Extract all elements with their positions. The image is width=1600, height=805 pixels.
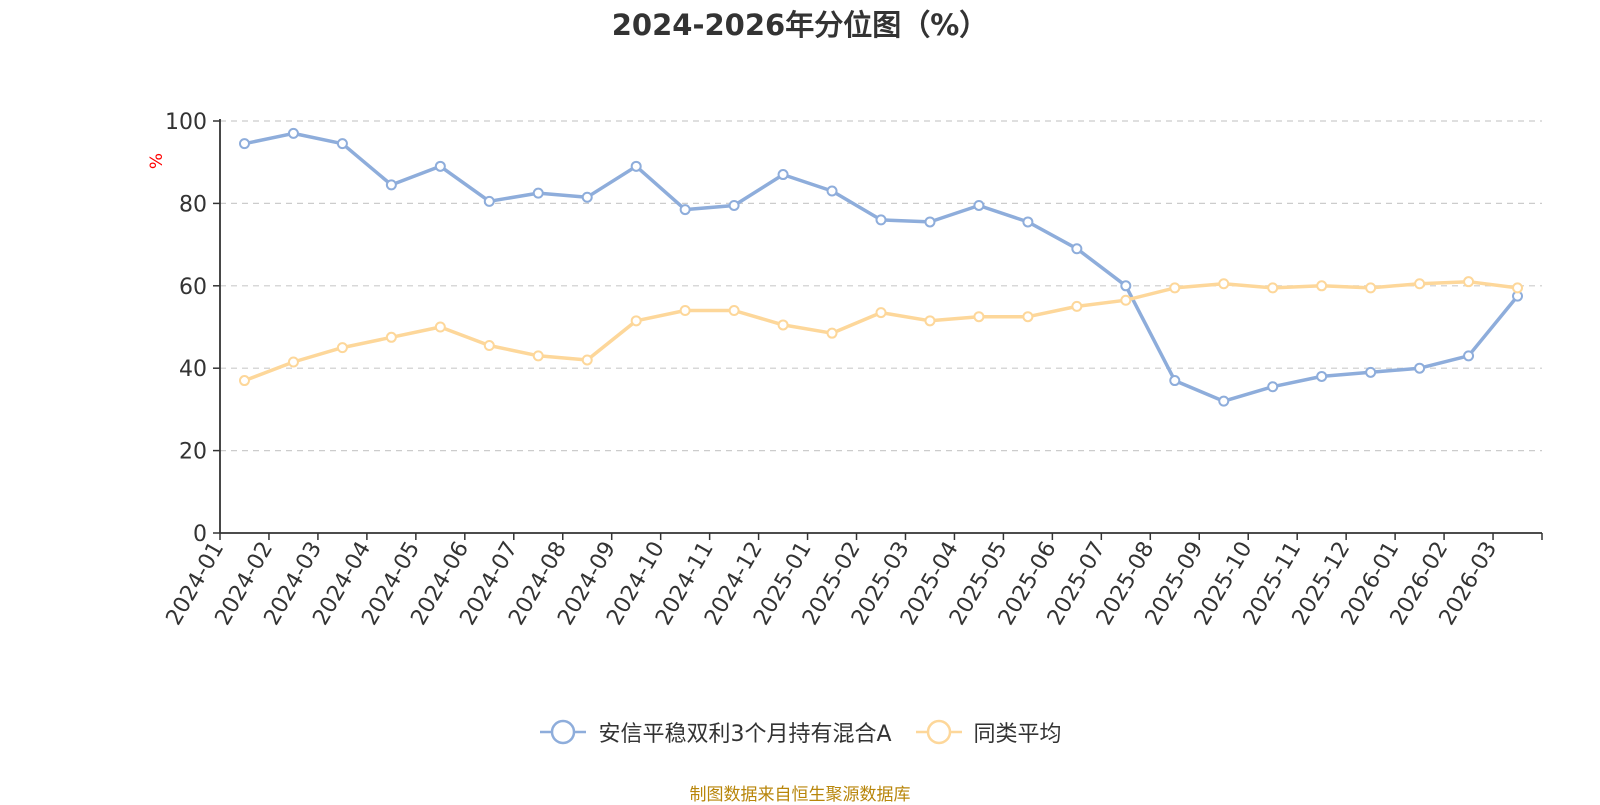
data-point-series-2 — [679, 305, 691, 317]
data-point-series-1 — [336, 138, 348, 150]
data-point-series-1 — [1316, 370, 1328, 382]
y-axis-label: % — [147, 153, 167, 169]
y-tick-label: 100 — [165, 110, 207, 135]
data-point-series-1 — [728, 199, 740, 211]
data-point-series-2 — [630, 315, 642, 327]
data-point-series-2 — [1414, 278, 1426, 290]
data-point-series-2 — [1071, 300, 1083, 312]
data-point-series-2 — [483, 340, 495, 352]
data-point-series-1 — [287, 127, 299, 139]
y-tick-label: 80 — [179, 192, 207, 217]
data-point-series-2 — [777, 319, 789, 331]
legend-item-2[interactable]: 同类平均 — [914, 716, 1062, 748]
data-point-series-2 — [1022, 311, 1034, 323]
axes: 020406080100%2024-012024-022024-032024-0… — [147, 110, 1543, 630]
y-tick-label: 20 — [179, 440, 207, 465]
data-point-series-2 — [287, 356, 299, 368]
data-point-series-1 — [1365, 366, 1377, 378]
data-point-series-1 — [630, 160, 642, 172]
data-point-series-1 — [238, 138, 250, 150]
data-point-series-1 — [679, 204, 691, 216]
legend-item-1[interactable]: 安信平稳双利3个月持有混合A — [538, 716, 892, 748]
data-point-series-1 — [1169, 375, 1181, 387]
data-point-series-1 — [483, 195, 495, 207]
data-point-series-1 — [1022, 216, 1034, 228]
data-point-series-2 — [238, 375, 250, 387]
data-point-series-1 — [973, 199, 985, 211]
data-point-series-1 — [777, 169, 789, 181]
data-point-series-1 — [532, 187, 544, 199]
data-point-series-1 — [875, 214, 887, 226]
data-point-series-2 — [1512, 282, 1524, 294]
data-point-series-2 — [1267, 282, 1279, 294]
data-point-series-2 — [728, 305, 740, 317]
data-point-series-2 — [875, 307, 887, 319]
legend-marker-circle — [926, 719, 951, 745]
data-point-series-1 — [1463, 350, 1475, 362]
data-point-series-2 — [1365, 282, 1377, 294]
data-point-series-2 — [1218, 278, 1230, 290]
legend-marker-icon — [540, 719, 587, 745]
data-point-series-1 — [826, 185, 838, 197]
legend: 安信平稳双利3个月持有混合A 同类平均 — [0, 716, 1600, 748]
data-point-series-1 — [924, 216, 936, 228]
y-tick-label: 0 — [193, 522, 207, 547]
data-point-series-1 — [385, 179, 397, 191]
chart-title: 2024-2026年分位图（%） — [611, 8, 989, 42]
data-point-series-2 — [826, 327, 838, 339]
legend-marker-circle — [551, 719, 576, 745]
data-point-series-1 — [1071, 243, 1083, 255]
data-point-series-1 — [1414, 362, 1426, 374]
series-line-1 — [242, 131, 1520, 403]
series-line-2 — [242, 279, 1520, 383]
legend-marker-icon — [915, 719, 962, 745]
data-point-series-2 — [1120, 294, 1132, 306]
y-tick-label: 60 — [179, 275, 207, 300]
data-point-series-2 — [581, 354, 593, 366]
data-point-series-2 — [434, 321, 446, 333]
data-point-series-2 — [385, 331, 397, 343]
data-point-series-2 — [1316, 280, 1328, 292]
legend-label: 同类平均 — [973, 722, 1062, 747]
y-tick-label: 40 — [179, 357, 207, 382]
data-point-series-2 — [336, 342, 348, 354]
legend-label: 安信平稳双利3个月持有混合A — [598, 722, 892, 747]
data-point-series-2 — [924, 315, 936, 327]
data-point-series-1 — [434, 160, 446, 172]
data-point-series-1 — [581, 191, 593, 203]
data-point-series-1 — [1120, 280, 1132, 292]
source-note: 制图数据来自恒生聚源数据库 — [689, 785, 911, 805]
data-point-series-2 — [532, 350, 544, 362]
data-point-series-1 — [1267, 381, 1279, 393]
data-point-series-2 — [1463, 276, 1475, 288]
series-lines — [238, 127, 1524, 407]
data-point-series-1 — [1218, 395, 1230, 407]
data-point-series-2 — [1169, 282, 1181, 294]
data-point-series-2 — [973, 311, 985, 323]
